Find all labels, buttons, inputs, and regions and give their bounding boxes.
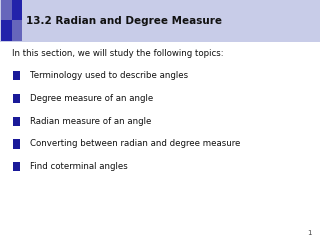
FancyBboxPatch shape (13, 139, 20, 149)
FancyBboxPatch shape (13, 71, 20, 80)
FancyBboxPatch shape (12, 0, 22, 20)
FancyBboxPatch shape (13, 162, 20, 171)
Text: 1: 1 (308, 230, 312, 236)
Text: Degree measure of an angle: Degree measure of an angle (30, 94, 154, 103)
FancyBboxPatch shape (13, 117, 20, 126)
FancyBboxPatch shape (13, 94, 20, 103)
FancyBboxPatch shape (12, 20, 22, 41)
Text: Terminology used to describe angles: Terminology used to describe angles (30, 71, 188, 80)
FancyBboxPatch shape (1, 0, 12, 20)
Text: Radian measure of an angle: Radian measure of an angle (30, 117, 152, 126)
Text: Find coterminal angles: Find coterminal angles (30, 162, 128, 171)
Text: In this section, we will study the following topics:: In this section, we will study the follo… (12, 49, 224, 59)
FancyBboxPatch shape (1, 20, 12, 41)
Text: Converting between radian and degree measure: Converting between radian and degree mea… (30, 139, 241, 149)
Text: 13.2 Radian and Degree Measure: 13.2 Radian and Degree Measure (26, 16, 222, 26)
FancyBboxPatch shape (0, 0, 320, 42)
